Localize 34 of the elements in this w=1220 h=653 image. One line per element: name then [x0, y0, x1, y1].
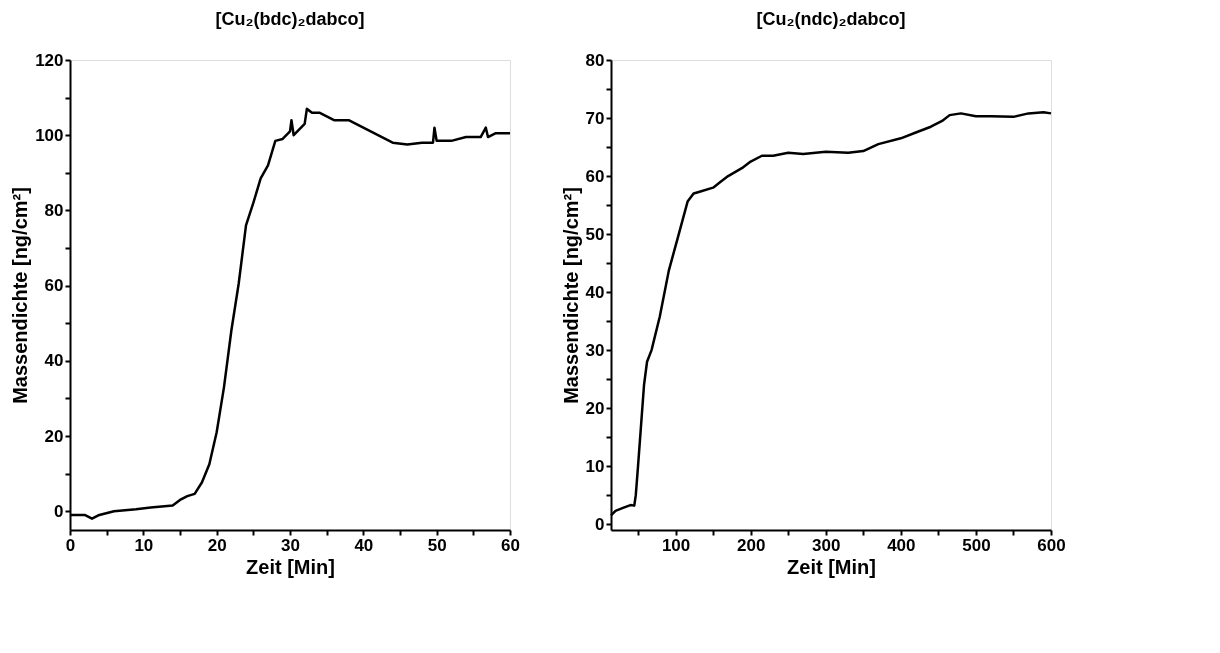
- chart-title: [Cu₂(bdc)₂dabco]: [215, 9, 365, 29]
- y-tick-label: 100: [35, 125, 64, 145]
- x-tick-label: 100: [661, 535, 691, 555]
- chart-title: [Cu₂(ndc)₂dabco]: [756, 9, 906, 29]
- x-tick-label: 600: [1037, 535, 1066, 555]
- y-tick-label: 40: [585, 282, 605, 302]
- y-tick-label: 60: [44, 276, 64, 296]
- y-tick-label: 20: [585, 398, 605, 418]
- x-tick-label: 300: [812, 535, 841, 555]
- y-tick-label: 20: [44, 426, 64, 446]
- y-tick-label: 30: [585, 340, 605, 360]
- x-tick-label: 200: [736, 535, 766, 555]
- x-axis-title: Zeit [Min]: [787, 555, 876, 578]
- y-axis-title: Massendichte [ng/cm²]: [9, 187, 32, 404]
- x-tick-label: 50: [427, 535, 447, 555]
- x-tick-label: 20: [207, 535, 227, 555]
- y-axis-title: Massendichte [ng/cm²]: [559, 187, 582, 404]
- y-tick-label: 0: [54, 501, 64, 521]
- x-axis-title: Zeit [Min]: [246, 555, 335, 578]
- x-tick-label: 30: [281, 535, 300, 555]
- y-tick-label: 60: [585, 166, 605, 186]
- x-tick-label: 500: [962, 535, 991, 555]
- y-tick-label: 80: [44, 200, 64, 220]
- y-tick-label: 80: [585, 50, 605, 70]
- y-tick-label: 0: [595, 514, 605, 534]
- x-tick-label: 400: [887, 535, 916, 555]
- y-tick-label: 10: [585, 456, 605, 476]
- y-tick-label: 70: [585, 108, 605, 128]
- y-tick-label: 50: [585, 224, 605, 244]
- x-tick-label: 10: [134, 535, 154, 555]
- x-tick-label: 60: [501, 535, 520, 555]
- y-tick-label: 120: [35, 50, 64, 70]
- y-tick-label: 40: [44, 351, 64, 371]
- x-tick-label: 40: [354, 535, 374, 555]
